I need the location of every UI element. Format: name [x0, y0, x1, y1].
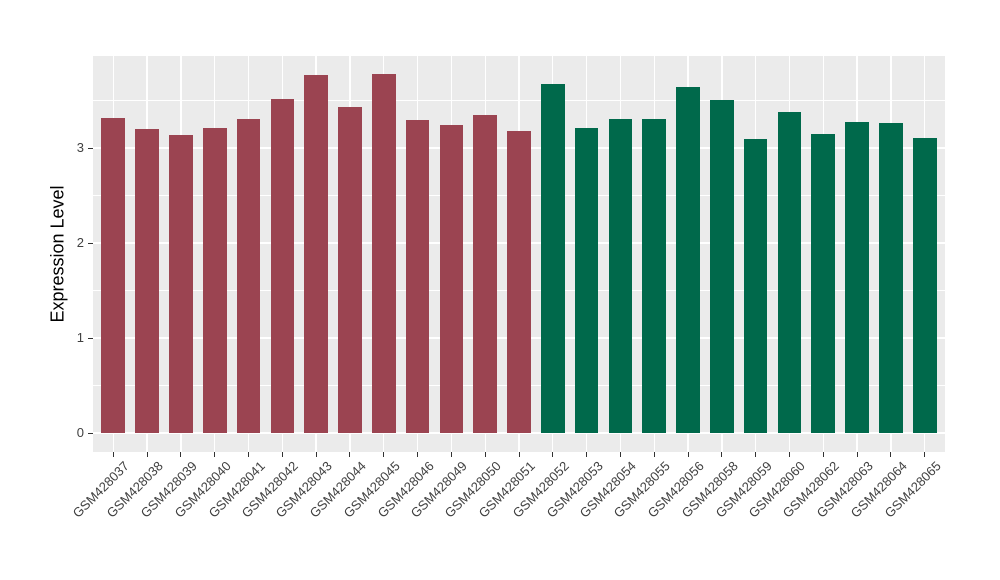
x-tick-mark [417, 452, 419, 457]
bar-GSM428064 [879, 123, 903, 433]
bar-GSM428040 [202, 128, 227, 433]
x-tick-mark [687, 452, 689, 457]
bar-GSM428055 [642, 118, 667, 433]
x-tick-mark [349, 452, 351, 457]
x-tick-mark [484, 452, 486, 457]
x-tick-mark [586, 452, 588, 457]
y-tick-mark [88, 432, 93, 434]
y-tick-mark [88, 242, 93, 244]
bar-GSM428043 [304, 74, 328, 433]
y-tick-label: 3 [76, 140, 84, 155]
x-tick-mark [619, 452, 621, 457]
x-tick-mark [788, 452, 790, 457]
bar-GSM428065 [912, 137, 937, 433]
bar-GSM428060 [777, 111, 802, 433]
x-tick-mark [653, 452, 655, 457]
x-tick-mark [315, 452, 317, 457]
x-tick-mark [822, 452, 824, 457]
bar-GSM428038 [135, 129, 159, 433]
x-tick-mark [214, 452, 216, 457]
gridline-minor-y [93, 100, 945, 101]
bar-GSM428051 [507, 130, 531, 433]
x-tick-mark [248, 452, 250, 457]
bar-GSM428049 [439, 125, 464, 433]
gridline-major-y [93, 432, 945, 434]
bar-GSM428053 [574, 128, 599, 433]
x-tick-mark [924, 452, 926, 457]
y-tick-label: 0 [76, 425, 84, 440]
bar-GSM428058 [710, 99, 734, 433]
bar-GSM428050 [473, 114, 497, 433]
x-tick-mark [281, 452, 283, 457]
bar-GSM428063 [845, 122, 869, 433]
y-tick-mark [88, 147, 93, 149]
bar-GSM428042 [270, 98, 295, 433]
bar-GSM428056 [676, 87, 700, 433]
x-tick-mark [450, 452, 452, 457]
bar-GSM428037 [101, 117, 126, 433]
bar-GSM428052 [540, 84, 565, 433]
x-tick-mark [890, 452, 892, 457]
y-tick-label: 2 [76, 235, 84, 250]
bar-GSM428044 [338, 107, 362, 433]
y-axis-title: Expression Level [47, 185, 68, 323]
x-tick-mark [721, 452, 723, 457]
bar-GSM428039 [169, 134, 193, 433]
x-tick-mark [146, 452, 148, 457]
x-tick-mark [552, 452, 554, 457]
plot-panel [93, 56, 945, 452]
x-tick-mark [856, 452, 858, 457]
x-tick-mark [383, 452, 385, 457]
x-tick-mark [755, 452, 757, 457]
bar-GSM428041 [236, 118, 261, 433]
bar-GSM428054 [608, 118, 633, 433]
y-tick-mark [88, 337, 93, 339]
bar-GSM428062 [811, 133, 836, 433]
y-tick-label: 1 [76, 330, 84, 345]
x-tick-mark [518, 452, 520, 457]
x-tick-mark [112, 452, 114, 457]
bar-GSM428045 [371, 73, 396, 433]
bar-GSM428046 [405, 119, 430, 433]
bar-GSM428059 [743, 139, 768, 433]
x-tick-mark [180, 452, 182, 457]
